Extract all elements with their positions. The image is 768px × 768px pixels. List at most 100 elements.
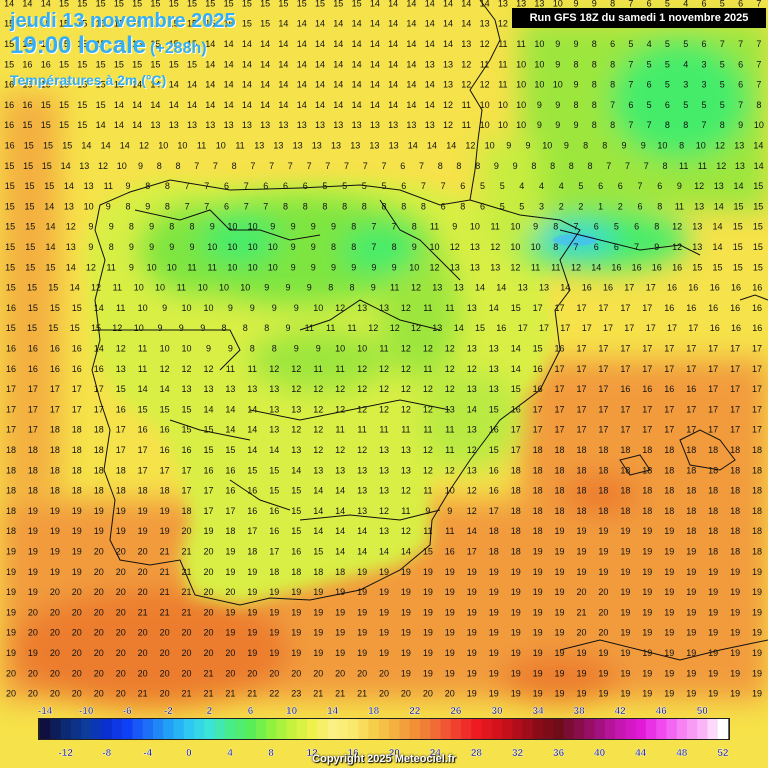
grid-value: 14 [370,100,380,110]
grid-value: 10 [445,486,455,496]
grid-value: 10 [510,242,520,252]
grid-value: 17 [752,384,762,394]
legend-swatch [81,719,92,739]
legend-label: 50 [697,706,709,717]
grid-value: 15 [247,465,257,475]
grid-value: 17 [730,343,740,353]
grid-value: 19 [291,587,301,597]
grid-value: 6 [647,80,652,90]
grid-value: 19 [664,648,674,658]
grid-value: 16 [6,364,16,374]
grid-value: 14 [169,100,179,110]
grid-value: 17 [72,404,82,414]
grid-value: 14 [315,100,325,110]
grid-value: 19 [598,567,608,577]
grid-value: 19 [401,648,411,658]
legend-swatch [450,719,462,739]
grid-value: 6 [628,100,633,110]
grid-value: 16 [4,80,14,90]
grid-value: 19 [445,607,455,617]
grid-value: 19 [533,628,543,638]
grid-value: 18 [511,486,521,496]
grid-value: 18 [730,546,740,556]
grid-value: 15 [114,0,124,8]
grid-value: 15 [114,59,124,69]
grid-value: 21 [247,689,257,699]
grid-value: 12 [423,384,433,394]
legend-swatch [440,719,452,739]
grid-value: 11 [462,100,471,110]
grid-value: 12 [368,323,378,333]
grid-value: 16 [22,100,32,110]
grid-value: 18 [116,465,126,475]
grid-value: 11 [305,323,314,333]
grid-value: 19 [489,587,499,597]
grid-value: 19 [28,546,38,556]
grid-value: 6 [303,181,308,191]
grid-value: 9 [592,0,597,8]
grid-value: 13 [260,120,270,130]
legend-swatch [286,719,298,739]
grid-value: 14 [333,19,343,29]
grid-value: 13 [401,445,411,455]
grid-value: 11 [423,486,432,496]
grid-value: 13 [389,140,399,150]
grid-value: 19 [28,506,38,516]
grid-value: 12 [480,80,490,90]
grid-value: 17 [554,425,564,435]
grid-value: 14 [315,19,325,29]
grid-value: 8 [175,161,180,171]
grid-value: 17 [72,384,82,394]
legend-swatch [368,719,380,739]
grid-value: 7 [363,161,368,171]
grid-value: 13 [150,120,160,130]
grid-value: 6 [480,201,485,211]
grid-value: 11 [116,303,125,313]
grid-value: 14 [225,404,235,414]
grid-value: 18 [620,465,630,475]
grid-value: 13 [406,120,416,130]
grid-value: 11 [498,59,507,69]
grid-value: 15 [5,201,15,211]
grid-value: 15 [352,0,362,8]
grid-value: 15 [733,201,743,211]
grid-value: 12 [116,343,126,353]
grid-value: 10 [227,222,237,232]
grid-value: 10 [227,262,237,272]
grid-value: 8 [438,161,443,171]
grid-value: 20 [116,587,126,597]
grid-value: 15 [150,19,160,29]
grid-value: 15 [114,80,124,90]
grid-value: 17 [708,425,718,435]
grid-value: 17 [94,384,104,394]
grid-value: 15 [41,19,51,29]
grid-value: 14 [160,384,170,394]
grid-value: 6 [224,201,229,211]
grid-value: 15 [91,323,101,333]
grid-value: 14 [443,19,453,29]
grid-value: 13 [293,140,303,150]
grid-value: 10 [534,59,544,69]
grid-value: 14 [225,425,235,435]
legend-swatch [604,719,616,739]
grid-value: 19 [445,668,455,678]
grid-value: 10 [158,140,168,150]
grid-value: 19 [269,587,279,597]
grid-value: 16 [489,465,499,475]
grid-value: 18 [708,506,718,516]
grid-value: 15 [96,100,106,110]
grid-value: 19 [598,648,608,658]
grid-value: 9 [564,140,569,150]
grid-value: 15 [114,19,124,29]
grid-value: 8 [125,201,130,211]
legend-swatch [40,719,51,739]
grid-value: 14 [260,80,270,90]
grid-value: 17 [752,364,762,374]
grid-value: 6 [701,0,706,8]
grid-value: 8 [569,161,574,171]
grid-value: 20 [116,648,126,658]
grid-value: 19 [6,628,16,638]
grid-value: 21 [203,668,213,678]
grid-value: 14 [379,546,389,556]
grid-value: 18 [313,567,323,577]
